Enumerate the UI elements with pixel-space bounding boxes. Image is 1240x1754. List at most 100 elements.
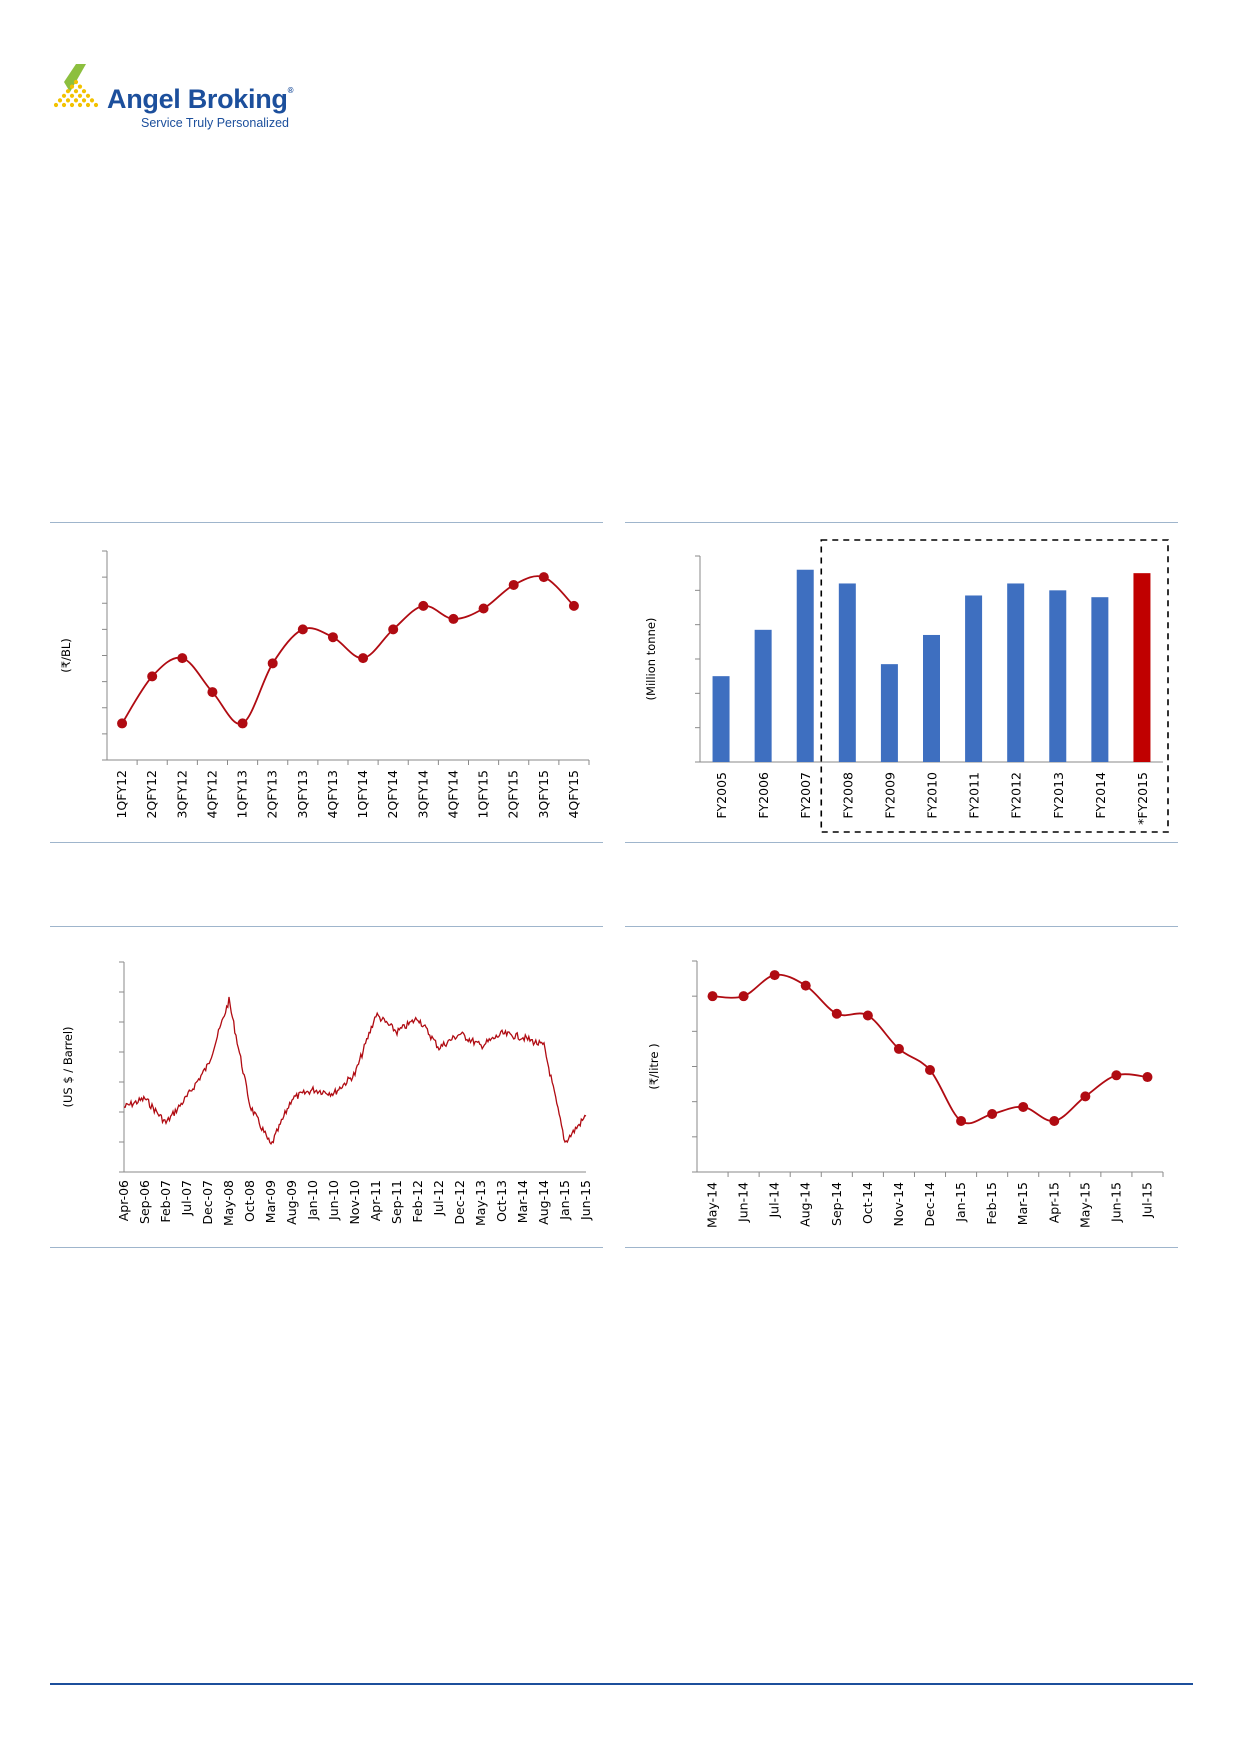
logo-dot bbox=[65, 98, 71, 103]
y-axis-label: (₹/litre ) bbox=[647, 1043, 661, 1089]
bar bbox=[965, 595, 983, 762]
data-point bbox=[862, 1010, 873, 1021]
brand-logo: Angel Broking® Service Truly Personalize… bbox=[52, 62, 312, 134]
x-tick-label: 1QFY13 bbox=[235, 770, 250, 819]
x-tick-label: Sep-14 bbox=[829, 1182, 844, 1226]
x-tick-label: 2QFY14 bbox=[385, 770, 400, 819]
panel-top-rule-4 bbox=[625, 926, 1178, 927]
chart-quarterly-line: 1QFY12 2QFY12 3QFY12 4QFY12 1QFY13 2QFY13 3QFY… bbox=[59, 550, 590, 819]
panel-top-rule-2 bbox=[625, 522, 1178, 523]
data-point bbox=[207, 687, 218, 698]
series-line bbox=[712, 973, 1148, 1125]
x-tick-label: 2QFY12 bbox=[144, 770, 159, 819]
logo-dot bbox=[53, 102, 59, 108]
x-tick-label: 4QFY13 bbox=[325, 770, 340, 819]
bar bbox=[838, 583, 856, 762]
panel-top-rule-1 bbox=[50, 522, 603, 523]
x-tick-label: 1QFY15 bbox=[476, 770, 491, 819]
series-line bbox=[121, 575, 575, 725]
logo-dot bbox=[85, 93, 91, 98]
x-tick-label: FY2008 bbox=[840, 772, 855, 819]
x-tick-label: 4QFY15 bbox=[566, 770, 581, 819]
x-tick-label: FY2009 bbox=[882, 772, 897, 819]
x-tick-label: 4QFY14 bbox=[445, 770, 460, 819]
x-tick-label: Oct-13 bbox=[494, 1180, 509, 1222]
x-tick-label: 2QFY15 bbox=[506, 770, 521, 819]
chart-crude-price-line: Apr-06 Sep-06 Feb-07 Jul-07 Dec-07 May-08 Oct-… bbox=[61, 961, 593, 1226]
data-point bbox=[707, 991, 718, 1002]
footer-rule bbox=[50, 1683, 1193, 1685]
data-point bbox=[177, 653, 188, 664]
x-tick-label: FY2006 bbox=[756, 772, 771, 819]
brand-name: Angel Broking® bbox=[107, 84, 294, 114]
x-tick-label: Nov-10 bbox=[347, 1180, 362, 1225]
x-tick-label: FY2011 bbox=[967, 772, 982, 819]
data-point bbox=[1111, 1070, 1122, 1081]
bar bbox=[712, 676, 730, 762]
data-point bbox=[831, 1008, 842, 1019]
x-tick-label: Sep-06 bbox=[137, 1180, 152, 1224]
x-tick-label: Dec-12 bbox=[452, 1180, 467, 1225]
x-tick-label: 3QFY12 bbox=[174, 770, 189, 819]
x-tick-label: Oct-08 bbox=[242, 1180, 257, 1222]
x-tick-label: Jun-15 bbox=[578, 1180, 593, 1221]
x-tick-label: Jul-15 bbox=[1139, 1182, 1154, 1219]
y-axis-label: (Million tonne) bbox=[644, 618, 658, 701]
x-tick-label: Mar-14 bbox=[515, 1180, 530, 1223]
logo-dot bbox=[77, 102, 83, 108]
logo-dot bbox=[89, 98, 95, 103]
x-tick-label: 2QFY13 bbox=[265, 770, 280, 819]
x-tick-label: Jan-15 bbox=[557, 1180, 572, 1221]
x-tick-label: Mar-09 bbox=[263, 1180, 278, 1223]
x-tick-label: Feb-12 bbox=[410, 1180, 425, 1223]
logo-dot bbox=[77, 93, 83, 98]
x-tick-label: 4QFY12 bbox=[204, 770, 219, 819]
data-point bbox=[738, 991, 749, 1002]
data-point bbox=[267, 658, 278, 669]
data-point bbox=[893, 1043, 904, 1054]
data-point bbox=[1080, 1091, 1091, 1102]
data-point bbox=[237, 718, 248, 729]
chart-monthly-price-line: May-14 Jun-14 Jul-14 Aug-14 Sep-14 Oct-14 Nov-… bbox=[647, 960, 1164, 1228]
x-tick-label: FY2010 bbox=[925, 772, 940, 819]
logo-dot bbox=[81, 89, 87, 94]
data-point bbox=[925, 1065, 935, 1076]
x-tick-label: 1QFY14 bbox=[355, 770, 370, 819]
x-tick-label: 1QFY12 bbox=[114, 770, 129, 819]
logo-dot bbox=[57, 98, 63, 103]
data-point bbox=[538, 572, 549, 583]
data-point bbox=[358, 653, 369, 664]
x-tick-label: Oct-14 bbox=[860, 1182, 875, 1224]
data-point bbox=[987, 1108, 998, 1119]
panel-bottom-rule-1 bbox=[50, 842, 603, 843]
data-point bbox=[448, 613, 459, 624]
x-tick-label: Jun-14 bbox=[736, 1182, 751, 1223]
y-axis-label: (₹/BL) bbox=[59, 638, 73, 672]
data-point bbox=[800, 980, 811, 991]
data-point bbox=[769, 970, 780, 981]
data-point bbox=[418, 600, 429, 611]
x-tick-label: 3QFY14 bbox=[415, 770, 430, 819]
x-tick-label: Aug-09 bbox=[284, 1180, 299, 1225]
data-point bbox=[327, 632, 338, 643]
data-point bbox=[1142, 1072, 1153, 1083]
brand-tagline: Service Truly Personalized bbox=[141, 116, 289, 130]
panel-bottom-rule-3 bbox=[50, 1247, 603, 1248]
bar bbox=[1091, 597, 1109, 762]
x-tick-label: May-08 bbox=[221, 1180, 236, 1226]
y-axis-label: (US $ / Barrel) bbox=[61, 1026, 75, 1107]
x-tick-label: Apr-11 bbox=[368, 1180, 383, 1221]
x-tick-label: Feb-07 bbox=[158, 1180, 173, 1223]
x-tick-label: Apr-06 bbox=[116, 1180, 131, 1221]
bar bbox=[754, 629, 772, 762]
x-tick-label: 3QFY15 bbox=[536, 770, 551, 819]
series-line bbox=[124, 996, 587, 1146]
x-tick-label: FY2014 bbox=[1093, 772, 1108, 819]
logo-dot bbox=[65, 89, 71, 94]
chart-annual-bars: FY2005 FY2006 FY2007 FY2008 FY2009 FY2010 FY20… bbox=[644, 539, 1169, 833]
data-point bbox=[956, 1116, 967, 1127]
x-tick-label: Apr-15 bbox=[1046, 1182, 1061, 1223]
bar bbox=[796, 569, 814, 762]
panel-top-rule-3 bbox=[50, 926, 603, 927]
x-tick-label: Jan-15 bbox=[953, 1182, 968, 1223]
